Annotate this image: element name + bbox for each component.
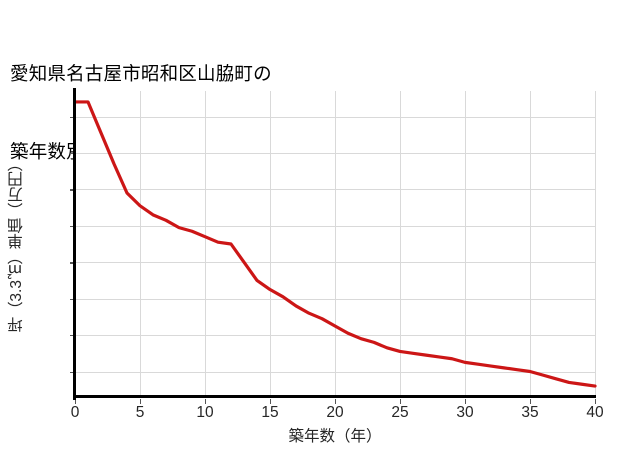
y-tick-mark <box>70 298 75 301</box>
x-tick-label: 10 <box>196 404 214 421</box>
x-tick-mark <box>595 399 597 404</box>
gridline-vertical <box>270 91 271 397</box>
y-axis-line <box>73 88 76 400</box>
x-tick-label: 0 <box>70 404 80 421</box>
y-axis-title: 坪（3.3㎡）単価（万円） <box>6 91 28 397</box>
y-tick-mark <box>70 262 75 264</box>
y-axis-title-label: 坪（3.3㎡）単価（万円） <box>8 155 25 333</box>
x-tick-label: 35 <box>521 404 539 421</box>
y-tick-mark <box>70 116 75 118</box>
x-tick-label: 40 <box>586 404 604 421</box>
gridline-vertical <box>530 91 531 397</box>
y-tick-mark <box>70 189 75 191</box>
gridline-vertical <box>140 91 141 397</box>
y-tick-mark <box>70 225 75 228</box>
x-tick-mark <box>205 399 207 404</box>
x-axis-line <box>73 395 596 398</box>
gridline-vertical <box>400 91 401 397</box>
price-line <box>73 100 597 388</box>
y-tick-mark <box>70 335 75 337</box>
x-tick-mark <box>270 399 272 404</box>
x-axis-title: 築年数（年） <box>288 428 382 445</box>
x-tick-mark <box>75 399 77 404</box>
x-tick-mark <box>530 399 532 404</box>
y-tick-mark <box>70 152 75 155</box>
x-tick-label: 25 <box>391 404 409 421</box>
x-tick-mark <box>465 399 467 404</box>
x-tick-label: 20 <box>326 404 344 421</box>
gridline-vertical <box>205 91 206 397</box>
x-tick-mark <box>140 399 142 404</box>
y-tick-mark <box>70 371 75 373</box>
gridline-vertical <box>595 91 596 397</box>
line-series <box>73 100 597 388</box>
gridline-vertical <box>465 91 466 397</box>
x-tick-label: 15 <box>261 404 279 421</box>
gridline-vertical <box>335 91 336 397</box>
x-tick-mark <box>335 399 337 404</box>
x-tick-label: 5 <box>135 404 145 421</box>
x-tick-mark <box>400 399 402 404</box>
x-tick-label: 30 <box>456 404 474 421</box>
chart-title-line-1: 愛知県名古屋市昭和区山脇町の <box>10 62 272 84</box>
